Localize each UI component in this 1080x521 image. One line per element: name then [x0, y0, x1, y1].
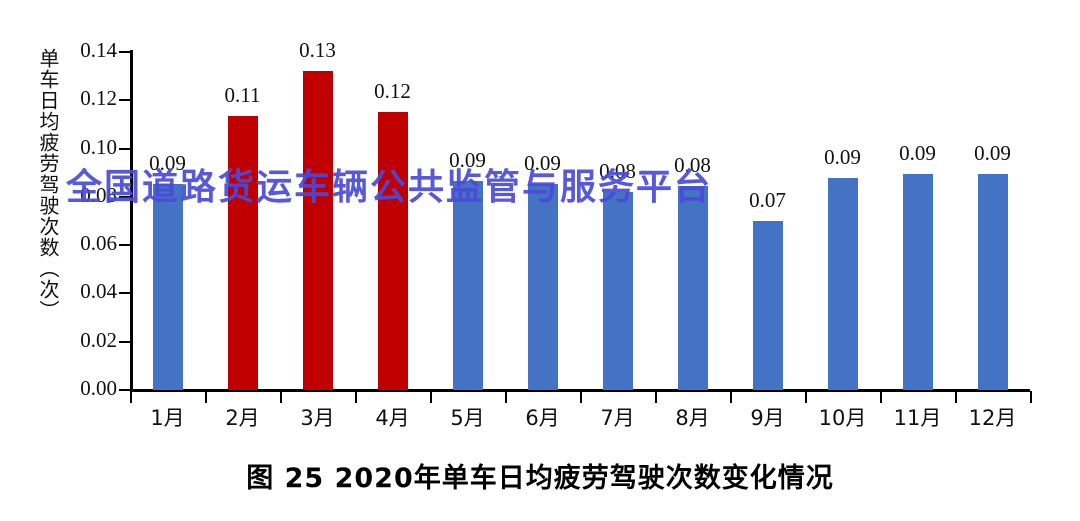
y-axis-tick [119, 51, 130, 53]
y-axis-tick-label: 0.06 [80, 231, 117, 256]
bar-1 [152, 183, 183, 390]
x-axis-tick [1030, 391, 1032, 403]
x-axis-label-3: 3月 [300, 406, 335, 430]
x-axis-label-5: 5月 [450, 406, 485, 430]
bar-value-label-8: 0.08 [674, 152, 711, 177]
x-axis-tick [655, 391, 657, 403]
bar-value-label-3: 0.13 [299, 38, 336, 63]
bar-value-label-4: 0.12 [374, 79, 411, 104]
bar-9 [752, 221, 783, 390]
x-axis-tick [130, 391, 132, 403]
bar-value-label-9: 0.07 [749, 188, 786, 212]
y-axis-tick-label: 0.00 [80, 376, 117, 400]
bar-10 [827, 177, 858, 390]
x-axis-tick [430, 391, 432, 403]
y-axis-tick-label: 0.02 [80, 327, 117, 352]
x-axis-line [130, 389, 1030, 392]
bar-value-label-11: 0.09 [899, 140, 936, 165]
bar-value-label-5: 0.09 [449, 148, 486, 173]
bar-8 [677, 186, 708, 390]
bar-7 [602, 192, 633, 390]
bar-value-label-7: 0.08 [599, 159, 636, 184]
y-axis-tick-label: 0.10 [80, 134, 117, 159]
bar-6 [527, 183, 558, 390]
y-axis-tick-label: 0.08 [80, 182, 117, 207]
bar-value-label-6: 0.09 [524, 150, 561, 175]
y-axis-tick [119, 340, 130, 343]
plot-area: 0.09 0.11 0.13 0.12 0.09 0.09 0.08 0.08 0.07 0.09… [119, 38, 1032, 403]
x-axis-label-11: 11月 [893, 406, 942, 430]
x-axis-tick [280, 391, 282, 403]
y-axis-tick-label: 0.14 [80, 38, 117, 62]
y-axis-tick [119, 244, 130, 247]
x-axis-tick [355, 391, 357, 403]
x-axis-label-9: 9月 [750, 406, 785, 430]
x-axis-tick [505, 391, 507, 403]
y-axis-title: 单车日均疲劳驾驶次数（次） [36, 48, 60, 321]
y-axis-tick [119, 195, 130, 198]
x-axis-tick [880, 391, 882, 403]
y-axis-tick-label: 0.12 [80, 86, 117, 111]
y-axis-tick [119, 389, 130, 391]
bar-value-label-12: 0.09 [974, 140, 1011, 165]
y-axis-tick [119, 292, 130, 295]
x-axis-label-2: 2月 [225, 406, 260, 430]
y-axis-tick [119, 147, 130, 150]
bar-value-label-2: 0.11 [224, 82, 261, 107]
x-axis-label-1: 1月 [150, 406, 185, 430]
bar-2 [227, 115, 258, 390]
x-axis-label-12: 12月 [968, 406, 1017, 430]
bar-value-label-1: 0.09 [149, 150, 186, 175]
y-axis-tick-label: 0.04 [80, 279, 117, 304]
bar-11 [902, 173, 933, 390]
x-axis-tick [205, 391, 207, 403]
x-axis-tick [730, 391, 732, 403]
bar-4 [377, 112, 408, 390]
x-axis-label-10: 10月 [818, 406, 867, 430]
y-axis-tick [119, 99, 130, 102]
bar-3 [302, 71, 333, 390]
x-axis-label-6: 6月 [525, 406, 560, 430]
x-axis-tick [580, 391, 582, 403]
y-axis-line [130, 50, 133, 392]
x-axis-label-7: 7月 [600, 406, 635, 430]
x-axis-tick [955, 391, 957, 403]
bar-5 [452, 181, 483, 390]
x-axis-label-4: 4月 [375, 406, 410, 430]
x-axis-label-8: 8月 [675, 406, 710, 430]
x-axis-tick [805, 391, 807, 403]
bar-value-label-10: 0.09 [824, 144, 861, 169]
bar-12 [977, 173, 1008, 390]
figure-caption: 图 25 2020年单车日均疲劳驾驶次数变化情况 [246, 463, 834, 494]
